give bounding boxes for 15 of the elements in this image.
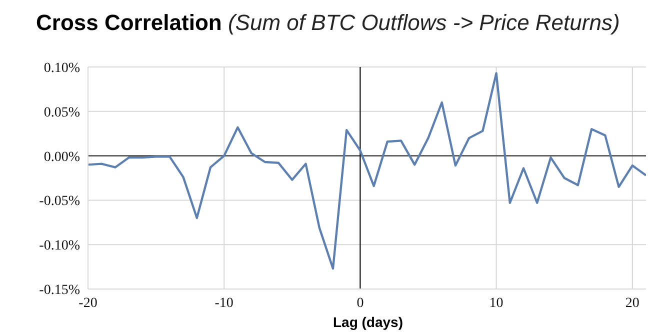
x-axis-title: Lag (days) (332, 314, 404, 330)
y-tick-label: 0.05% (44, 105, 80, 120)
x-tick-label: -20 (78, 296, 98, 311)
x-tick-label: 0 (356, 296, 364, 311)
y-tick-label: -0.05% (39, 194, 80, 210)
y-tick-label: 0.10% (44, 60, 80, 76)
chart-title: Cross Correlation (36, 10, 222, 35)
x-tick-label: -10 (214, 296, 234, 311)
chart-subtitle: (Sum of BTC Outflows -> Price Returns) (228, 10, 620, 35)
y-tick-label: -0.10% (39, 238, 80, 254)
y-tick-label: -0.15% (39, 282, 80, 298)
x-tick-label: 20 (625, 296, 640, 311)
x-tick-label: 10 (489, 296, 504, 311)
y-tick-label: 0.00% (44, 150, 80, 165)
line-series (88, 72, 646, 270)
